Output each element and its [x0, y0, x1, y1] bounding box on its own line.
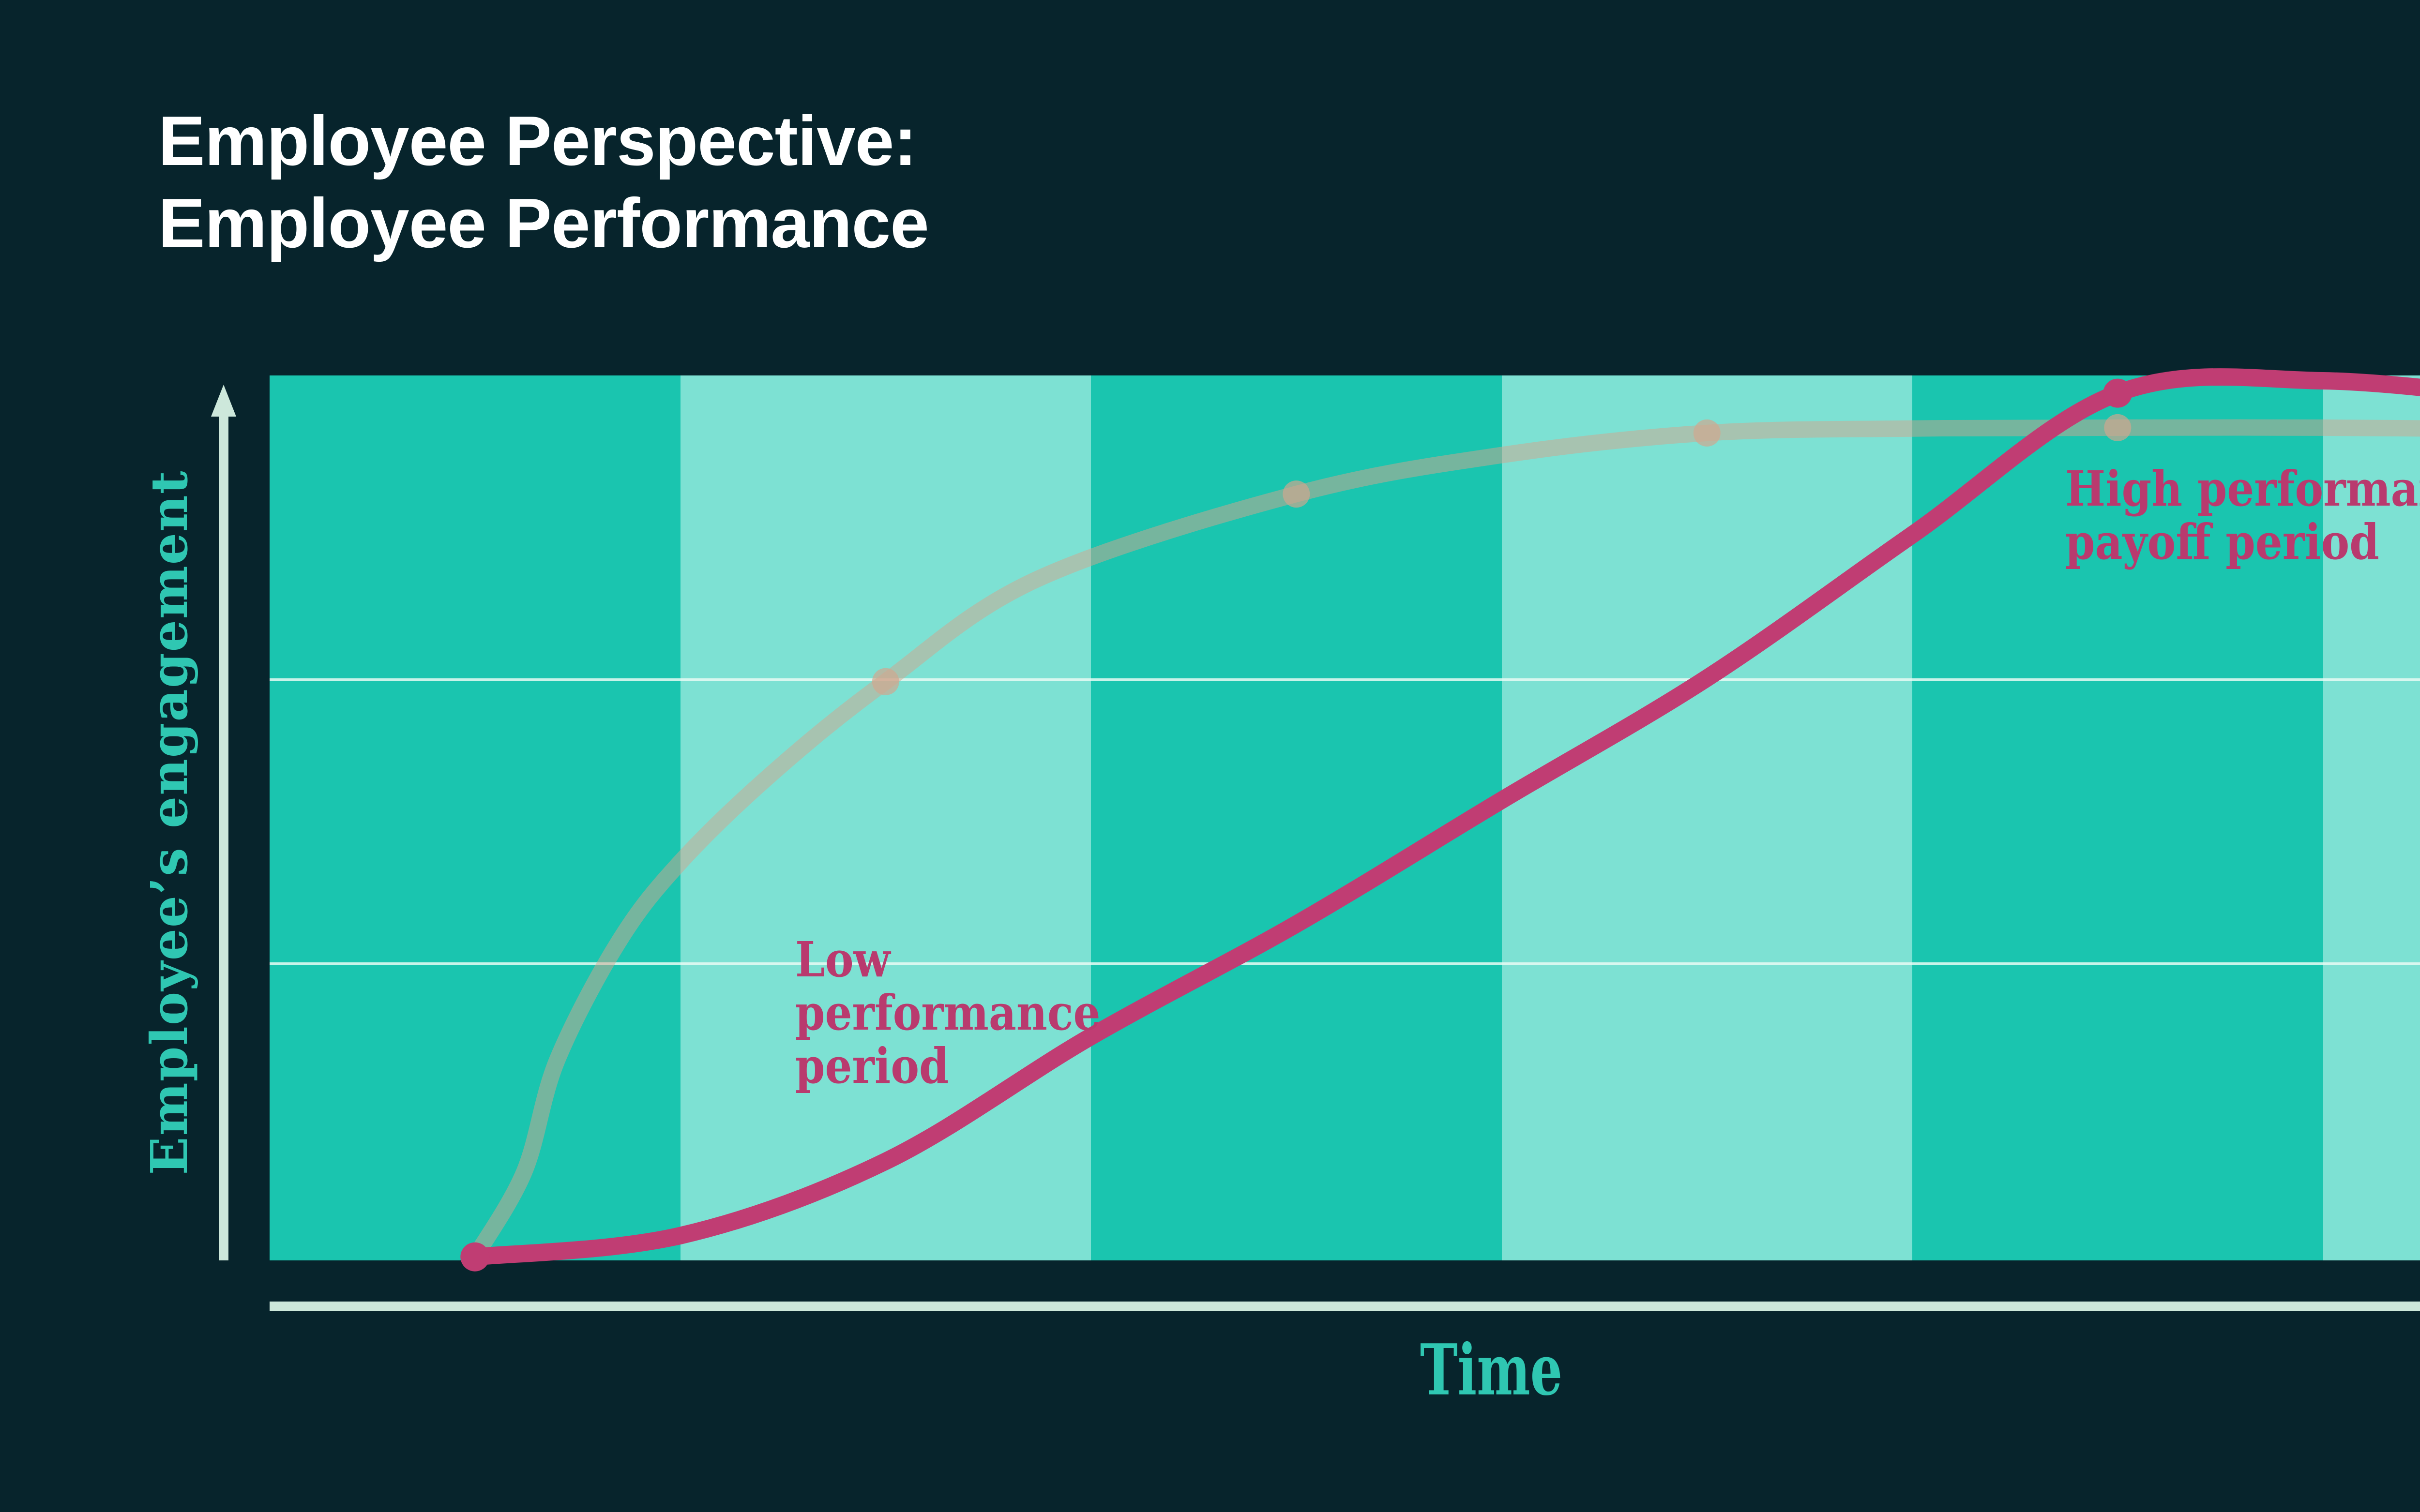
annotation-high-line-1: High performance	[2065, 460, 2420, 517]
chart-plot-area	[270, 368, 2420, 1272]
y-axis-label: Employee’s engagement	[139, 470, 199, 1175]
beige-data-point	[872, 668, 899, 695]
beige-data-point	[2104, 414, 2132, 441]
page-title-line-1: Employee Perspective:	[158, 102, 917, 180]
stripe-dark	[1091, 375, 1502, 1260]
page-title-line-2: Employee Performance	[158, 184, 929, 262]
beige-curve	[467, 419, 2420, 1265]
stripe-light	[2323, 375, 2420, 1260]
pink-data-point	[460, 1242, 490, 1272]
annotation-low-line-2: performance	[795, 984, 1101, 1041]
annotation-low-line-1: Low	[795, 931, 891, 988]
y-axis-line	[219, 415, 228, 1260]
annotation-low-performance-period: Low performance period	[795, 933, 1100, 1093]
pink-curve	[466, 368, 2420, 1266]
background-stripes	[270, 375, 2420, 1260]
x-axis-line	[270, 1302, 2420, 1311]
annotation-high-line-2: payoff period	[2065, 513, 2379, 570]
gridline-2	[270, 962, 2420, 966]
curves-layer	[460, 368, 2420, 1272]
stripe-light	[1501, 375, 1912, 1260]
gridline-1	[270, 678, 2420, 682]
beige-data-point	[1693, 419, 1721, 447]
beige-data-point	[1283, 480, 1310, 508]
stripe-light	[680, 375, 1091, 1260]
x-axis-label: Time	[1420, 1329, 1563, 1411]
page-title: Employee Perspective: Employee Performan…	[158, 100, 929, 264]
stripe-dark	[1912, 375, 2323, 1260]
stripe-dark	[270, 375, 681, 1260]
annotation-high-performance-payoff-period: High performance payoff period	[2065, 462, 2420, 569]
y-axis-arrowhead-icon	[211, 385, 236, 417]
annotation-low-line-3: period	[795, 1037, 949, 1094]
pink-data-point	[2103, 378, 2133, 408]
